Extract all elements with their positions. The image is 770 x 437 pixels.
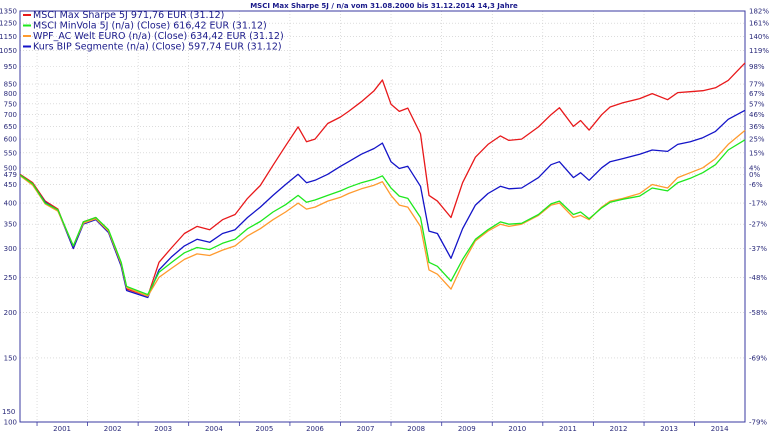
y-tick-label-right: 25% — [749, 136, 765, 144]
y-tick-label-bottom: 150 — [2, 408, 15, 416]
series-line-3 — [19, 139, 746, 296]
y-tick-label-left: 550 — [4, 149, 17, 157]
y-tick-label-left: 800 — [4, 90, 17, 98]
y-tick-label-right: -79% — [749, 419, 767, 427]
x-tick-label: 2009 — [458, 425, 476, 433]
chart-title: MSCI Max Sharpe 5J / n/a vom 31.08.2000 … — [250, 2, 518, 10]
y-tick-label-right: -37% — [749, 245, 767, 253]
y-tick-label-right: 182% — [749, 8, 769, 16]
y-tick-label-right: 46% — [749, 111, 765, 119]
y-tick-label-left: 1050 — [0, 47, 17, 55]
y-tick-label-left: 700 — [4, 111, 17, 119]
y-tick-label-left: 350 — [4, 221, 17, 229]
y-tick-label-right: 98% — [749, 63, 765, 71]
y-tick-label-right: 57% — [749, 100, 765, 108]
y-tick-label-left: 850 — [4, 81, 17, 89]
x-tick-label: 2007 — [357, 425, 375, 433]
legend-label: WPF_AC Welt EURO (n/a) (Close) 634,42 EU… — [33, 31, 284, 42]
y-tick-label-left: 250 — [4, 274, 17, 282]
y-tick-label-right: 15% — [749, 149, 765, 157]
y-tick-label-left: 479 — [4, 171, 17, 179]
x-tick-label: 2003 — [154, 425, 172, 433]
y-tick-label-left: 1150 — [0, 33, 17, 41]
x-tick-label: 2011 — [559, 425, 577, 433]
x-tick-label: 2004 — [205, 425, 223, 433]
y-tick-label-right: 0% — [749, 171, 760, 179]
y-tick-label-left: 600 — [4, 136, 17, 144]
grid-layer — [20, 10, 745, 423]
y-tick-label-right: 77% — [749, 81, 765, 89]
x-tick-label: 2008 — [407, 425, 425, 433]
y-tick-label-left: 1350 — [0, 8, 17, 16]
x-tick-label: 2001 — [53, 425, 71, 433]
x-tick-label: 2012 — [610, 425, 628, 433]
axis-layer: 1350 182% 1250 161% 1150 140% 1050 119% 950 98% 85… — [0, 8, 769, 434]
legend-label: Kurs BIP Segmente (n/a) (Close) 597,74 E… — [33, 42, 282, 53]
series-line-2 — [19, 129, 746, 297]
y-tick-label-left: 950 — [4, 63, 17, 71]
x-tick-label: 2002 — [104, 425, 122, 433]
y-tick-label-right: -48% — [749, 274, 767, 282]
y-tick-label-left: 150 — [4, 354, 17, 362]
x-tick-label: 2005 — [256, 425, 274, 433]
y-tick-label-left: 400 — [4, 200, 17, 208]
y-tick-label-left: 450 — [4, 181, 17, 189]
y-tick-label-right: -6% — [749, 181, 763, 189]
y-tick-label-left: 650 — [4, 123, 17, 131]
legend-label: MSCI Max Sharpe 5J 971,76 EUR (31.12) — [33, 10, 224, 21]
y-tick-label-left: 750 — [4, 100, 17, 108]
y-tick-label-left: 1250 — [0, 20, 17, 28]
y-tick-label-left: 500 — [4, 164, 17, 172]
x-tick-label: 2014 — [711, 425, 729, 433]
x-tick-label: 2013 — [660, 425, 678, 433]
y-tick-label-right: -27% — [749, 221, 767, 229]
legend-label: MSCI MinVola 5J (n/a) (Close) 616,42 EUR… — [33, 21, 267, 32]
y-tick-label-left: 200 — [4, 309, 17, 317]
y-tick-label-right: -69% — [749, 354, 767, 362]
y-tick-label-right: 140% — [749, 33, 769, 41]
y-tick-label-right: 4% — [749, 164, 760, 172]
y-tick-label-left: 100 — [4, 419, 17, 427]
y-tick-label-right: -58% — [749, 309, 767, 317]
y-tick-label-right: -17% — [749, 200, 767, 208]
x-tick-label: 2010 — [508, 425, 526, 433]
y-tick-label-right: 119% — [749, 47, 769, 55]
plot-frame — [19, 10, 746, 423]
x-tick-label: 2006 — [306, 425, 324, 433]
y-tick-label-right: 67% — [749, 90, 765, 98]
series-layer — [19, 62, 746, 299]
y-tick-label-right: 36% — [749, 123, 765, 131]
y-tick-label-left: 300 — [4, 245, 17, 253]
legend: MSCI Max Sharpe 5J 971,76 EUR (31.12)MSC… — [23, 10, 284, 53]
y-tick-label-right: 161% — [749, 20, 769, 28]
